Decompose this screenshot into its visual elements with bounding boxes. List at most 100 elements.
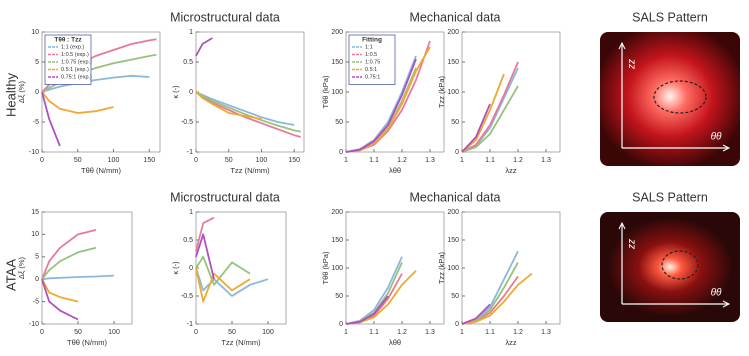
- x-tick-label: 1: [460, 329, 464, 336]
- y-tick-label: 0: [35, 276, 39, 283]
- y-tick-label: 200: [331, 29, 343, 36]
- section-header: SALS Pattern: [632, 10, 708, 24]
- x-axis-label: λzz: [505, 166, 517, 175]
- y-tick-label: 1: [189, 209, 193, 216]
- x-tick-label: 1: [344, 157, 348, 164]
- y-tick-label: 0: [339, 149, 343, 156]
- x-axis-label: λθθ: [389, 338, 401, 347]
- y-tick-label: 0: [35, 89, 39, 96]
- y-tick-label: 150: [331, 237, 343, 244]
- x-tick-label: 1.1: [369, 329, 379, 336]
- legend-label: 0.5:1 (exp.): [61, 67, 89, 73]
- y-axis-label: Tzz (kPa): [437, 251, 446, 284]
- x-tick-label: 1.1: [485, 329, 495, 336]
- y-tick-label: 0.5: [183, 237, 193, 244]
- legend-title: Fitting: [362, 37, 382, 44]
- legend-label: 1:1: [365, 44, 373, 50]
- y-tick-label: -10: [29, 321, 39, 328]
- y-tick-label: -1: [187, 321, 193, 328]
- x-tick-label: 50: [74, 329, 82, 336]
- x-tick-label: 150: [143, 157, 155, 164]
- y-tick-label: -0.5: [181, 119, 193, 126]
- x-tick-label: 1.2: [513, 157, 523, 164]
- section-header: Mechanical data: [409, 190, 500, 204]
- y-axis-label: Δξ (%): [17, 80, 26, 103]
- y-tick-label: 200: [447, 29, 459, 36]
- y-tick-label: 0: [455, 149, 459, 156]
- x-tick-label: 1.3: [541, 329, 551, 336]
- x-axis-label: Tθθ (N/mm): [81, 166, 122, 175]
- y-tick-label: 50: [335, 119, 343, 126]
- x-tick-label: 1.3: [425, 157, 435, 164]
- y-tick-label: 5: [35, 59, 39, 66]
- plot-frame: [346, 212, 444, 324]
- sals-axis-label: θθ: [711, 288, 722, 299]
- x-tick-label: 1.2: [513, 329, 523, 336]
- section-header: SALS Pattern: [632, 190, 708, 204]
- y-tick-label: -0.5: [181, 293, 193, 300]
- y-tick-label: 150: [331, 59, 343, 66]
- x-axis-label: Tθθ (N/mm): [67, 338, 108, 347]
- x-tick-label: 1.1: [369, 157, 379, 164]
- legend-title: Tθθ : Tzz: [54, 37, 82, 44]
- x-tick-label: 1.1: [485, 157, 495, 164]
- x-tick-label: 100: [108, 329, 120, 336]
- y-tick-label: 200: [331, 209, 343, 216]
- y-tick-label: 100: [447, 265, 459, 272]
- y-tick-label: -10: [29, 149, 39, 156]
- legend-label: 1:0.5: [365, 52, 377, 58]
- legend-label: 0.75:1 (exp.): [61, 74, 92, 80]
- y-tick-label: 1: [189, 29, 193, 36]
- x-tick-label: 100: [262, 329, 274, 336]
- x-tick-label: 50: [225, 157, 233, 164]
- x-tick-label: 1.2: [397, 329, 407, 336]
- sals-image: [600, 32, 740, 166]
- x-tick-label: 50: [74, 157, 82, 164]
- y-tick-label: 10: [31, 231, 39, 238]
- sals-axis-label: θθ: [711, 132, 722, 143]
- y-tick-label: 5: [35, 254, 39, 261]
- legend-label: 0.75:1: [365, 74, 380, 80]
- x-tick-label: 100: [108, 157, 120, 164]
- x-tick-label: 0: [194, 157, 198, 164]
- x-tick-label: 100: [256, 157, 268, 164]
- y-axis-label: Tzz (kPa): [437, 75, 446, 108]
- y-tick-label: -5: [33, 119, 39, 126]
- y-tick-label: 150: [447, 237, 459, 244]
- x-tick-label: 1: [460, 157, 464, 164]
- y-tick-label: 0: [189, 265, 193, 272]
- y-tick-label: -5: [33, 298, 39, 305]
- sals-image: [600, 212, 740, 322]
- x-tick-label: 1.3: [541, 157, 551, 164]
- x-axis-label: λzz: [505, 338, 517, 347]
- section-header: Microstructural data: [170, 190, 280, 204]
- section-header: Mechanical data: [409, 10, 500, 24]
- sals-axis-label: zz: [627, 239, 638, 250]
- legend-label: 0.5:1: [365, 67, 377, 73]
- legend-label: 1:0.5 (exp.): [61, 52, 89, 58]
- y-axis-label: Tθθ (kPa): [321, 75, 330, 108]
- y-tick-label: 50: [451, 119, 459, 126]
- y-tick-label: 200: [447, 209, 459, 216]
- x-tick-label: 1.3: [425, 329, 435, 336]
- legend-label: 1:1 (exp.): [61, 44, 84, 50]
- plot-frame: [196, 32, 304, 152]
- y-axis-label: κ (-): [171, 261, 180, 275]
- y-tick-label: 100: [331, 89, 343, 96]
- page: HealthyMicrostructural dataMechanical da…: [0, 0, 749, 356]
- y-tick-label: 50: [335, 293, 343, 300]
- y-tick-label: -1: [187, 149, 193, 156]
- figure: HealthyMicrostructural dataMechanical da…: [0, 0, 749, 351]
- y-tick-label: 150: [447, 59, 459, 66]
- x-tick-label: 0: [194, 329, 198, 336]
- x-axis-label: λθθ: [389, 166, 401, 175]
- y-tick-label: 0: [339, 321, 343, 328]
- legend-label: 1:0.75 (exp.): [61, 59, 92, 65]
- x-tick-label: 1: [344, 329, 348, 336]
- y-tick-label: 15: [31, 209, 39, 216]
- x-tick-label: 0: [40, 157, 44, 164]
- x-tick-label: 1.2: [397, 157, 407, 164]
- y-tick-label: 10: [31, 29, 39, 36]
- y-axis-label: Δξ (%): [17, 256, 26, 279]
- y-tick-label: 50: [451, 293, 459, 300]
